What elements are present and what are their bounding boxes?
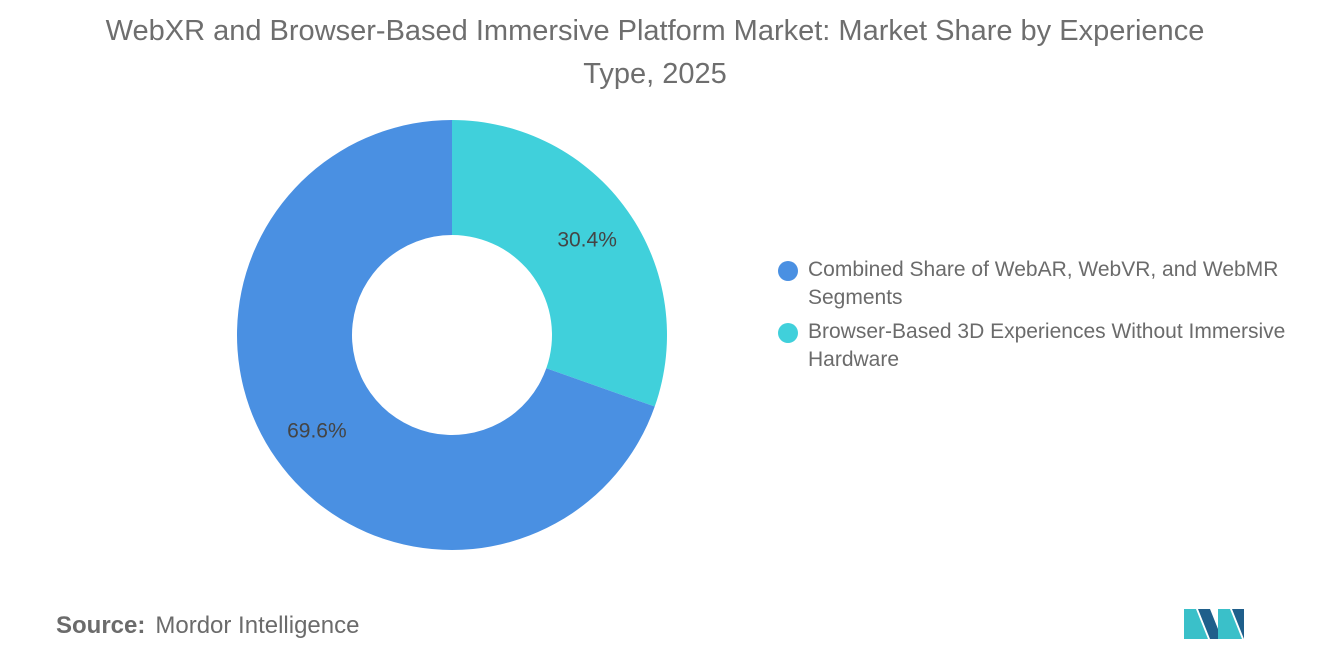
slice-label-browser-3d: 30.4% xyxy=(557,228,617,251)
legend-swatch xyxy=(778,261,798,281)
legend-item-browser-3d[interactable]: Browser-Based 3D Experiences Without Imm… xyxy=(778,318,1318,374)
legend-label: Browser-Based 3D Experiences Without Imm… xyxy=(808,320,1286,371)
mordor-intelligence-logo-icon xyxy=(1184,609,1244,639)
slice-webxr-combined[interactable] xyxy=(237,120,655,551)
donut-slices xyxy=(237,120,668,551)
legend: Combined Share of WebAR, WebVR, and WebM… xyxy=(778,256,1318,380)
legend-label: Combined Share of WebAR, WebVR, and WebM… xyxy=(808,258,1279,309)
source-text: Mordor Intelligence xyxy=(155,612,360,639)
legend-item-webxr-combined[interactable]: Combined Share of WebAR, WebVR, and WebM… xyxy=(778,256,1318,312)
donut-slice-labels: 30.4% 69.6% xyxy=(287,228,617,442)
chart-title: WebXR and Browser-Based Immersive Platfo… xyxy=(105,15,1205,90)
slice-browser-3d[interactable] xyxy=(452,120,668,407)
legend-swatch xyxy=(778,323,798,343)
slice-label-webxr-combined: 69.6% xyxy=(287,420,347,443)
source-prefix: Source: xyxy=(56,612,146,639)
source-note: Source: Mordor Intelligence xyxy=(56,612,359,640)
